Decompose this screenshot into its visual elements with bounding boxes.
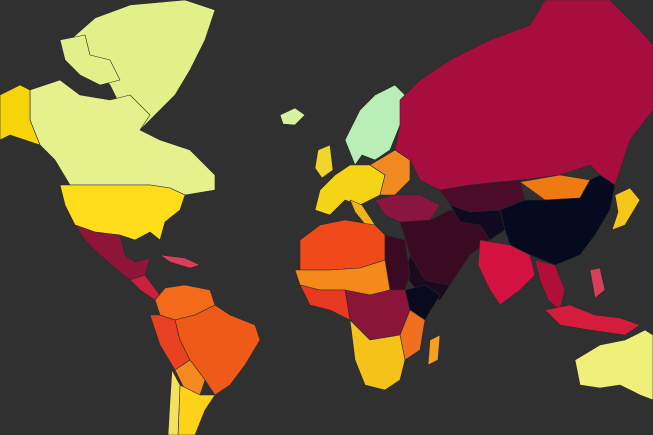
australia <box>574 329 653 401</box>
philippines <box>589 267 606 299</box>
central-asia <box>449 204 506 241</box>
argentina <box>177 384 216 435</box>
alaska <box>0 84 41 146</box>
canada <box>29 79 216 196</box>
greenland <box>69 0 216 131</box>
iceland <box>279 107 306 126</box>
indonesia <box>544 304 641 336</box>
balkans-turkey <box>374 194 441 223</box>
mexico <box>74 224 151 281</box>
india <box>477 239 536 306</box>
madagascar <box>427 334 441 366</box>
uk <box>314 144 334 179</box>
korea-japan <box>611 187 641 231</box>
canada-islands <box>59 34 121 86</box>
caribbean <box>159 254 201 269</box>
chile <box>167 369 181 435</box>
southern-africa <box>349 319 406 391</box>
